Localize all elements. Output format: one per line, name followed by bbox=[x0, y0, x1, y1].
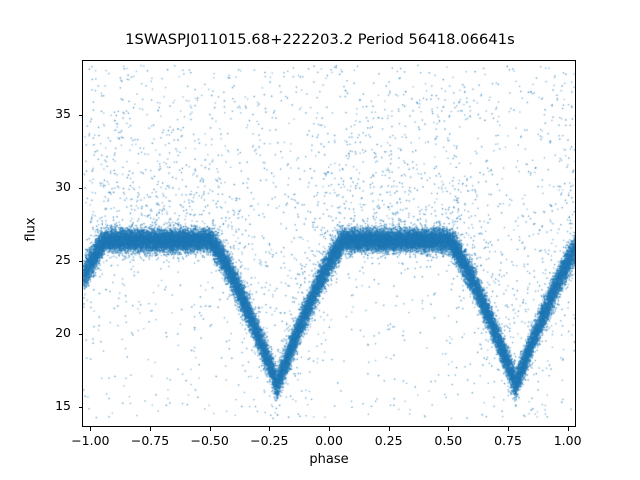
x-tick-label: −1.00 bbox=[71, 433, 110, 448]
y-tick-label: 25 bbox=[55, 251, 71, 267]
y-tick-mark bbox=[78, 188, 82, 190]
x-tick-mark bbox=[269, 427, 271, 431]
x-tick-label: −0.50 bbox=[190, 433, 229, 448]
x-axis-label: phase bbox=[309, 452, 349, 467]
x-tick-label: 0.75 bbox=[494, 433, 522, 448]
y-tick-mark bbox=[78, 260, 82, 262]
y-tick-mark bbox=[78, 115, 82, 117]
x-tick-mark bbox=[329, 427, 330, 431]
page-title: 1SWASPJ011015.68+222203.2 Period 56418.0… bbox=[125, 31, 515, 48]
x-tick-label: 1.00 bbox=[553, 433, 582, 448]
y-tick-label: 20 bbox=[55, 324, 71, 340]
x-tick-mark bbox=[209, 427, 211, 431]
x-tick-mark bbox=[388, 427, 390, 431]
x-tick-mark bbox=[150, 427, 151, 431]
y-axis-label: flux bbox=[23, 217, 39, 242]
x-tick-label: 0.00 bbox=[315, 433, 343, 448]
y-tick-mark bbox=[78, 333, 82, 335]
x-tick-mark bbox=[567, 427, 569, 431]
y-tick-label: 30 bbox=[55, 179, 71, 195]
x-tick-label: −0.25 bbox=[250, 433, 289, 448]
x-tick-label: 0.50 bbox=[434, 433, 463, 448]
x-tick-mark bbox=[448, 427, 450, 431]
y-tick-mark bbox=[78, 406, 82, 408]
y-tick-label: 15 bbox=[55, 397, 71, 413]
scatter-plot-canvas bbox=[83, 61, 575, 426]
x-tick-mark bbox=[90, 427, 92, 431]
y-tick-label: 35 bbox=[55, 106, 71, 122]
x-tick-label: 0.25 bbox=[374, 433, 403, 448]
x-tick-mark bbox=[507, 427, 509, 431]
x-tick-label: −0.75 bbox=[130, 433, 170, 448]
